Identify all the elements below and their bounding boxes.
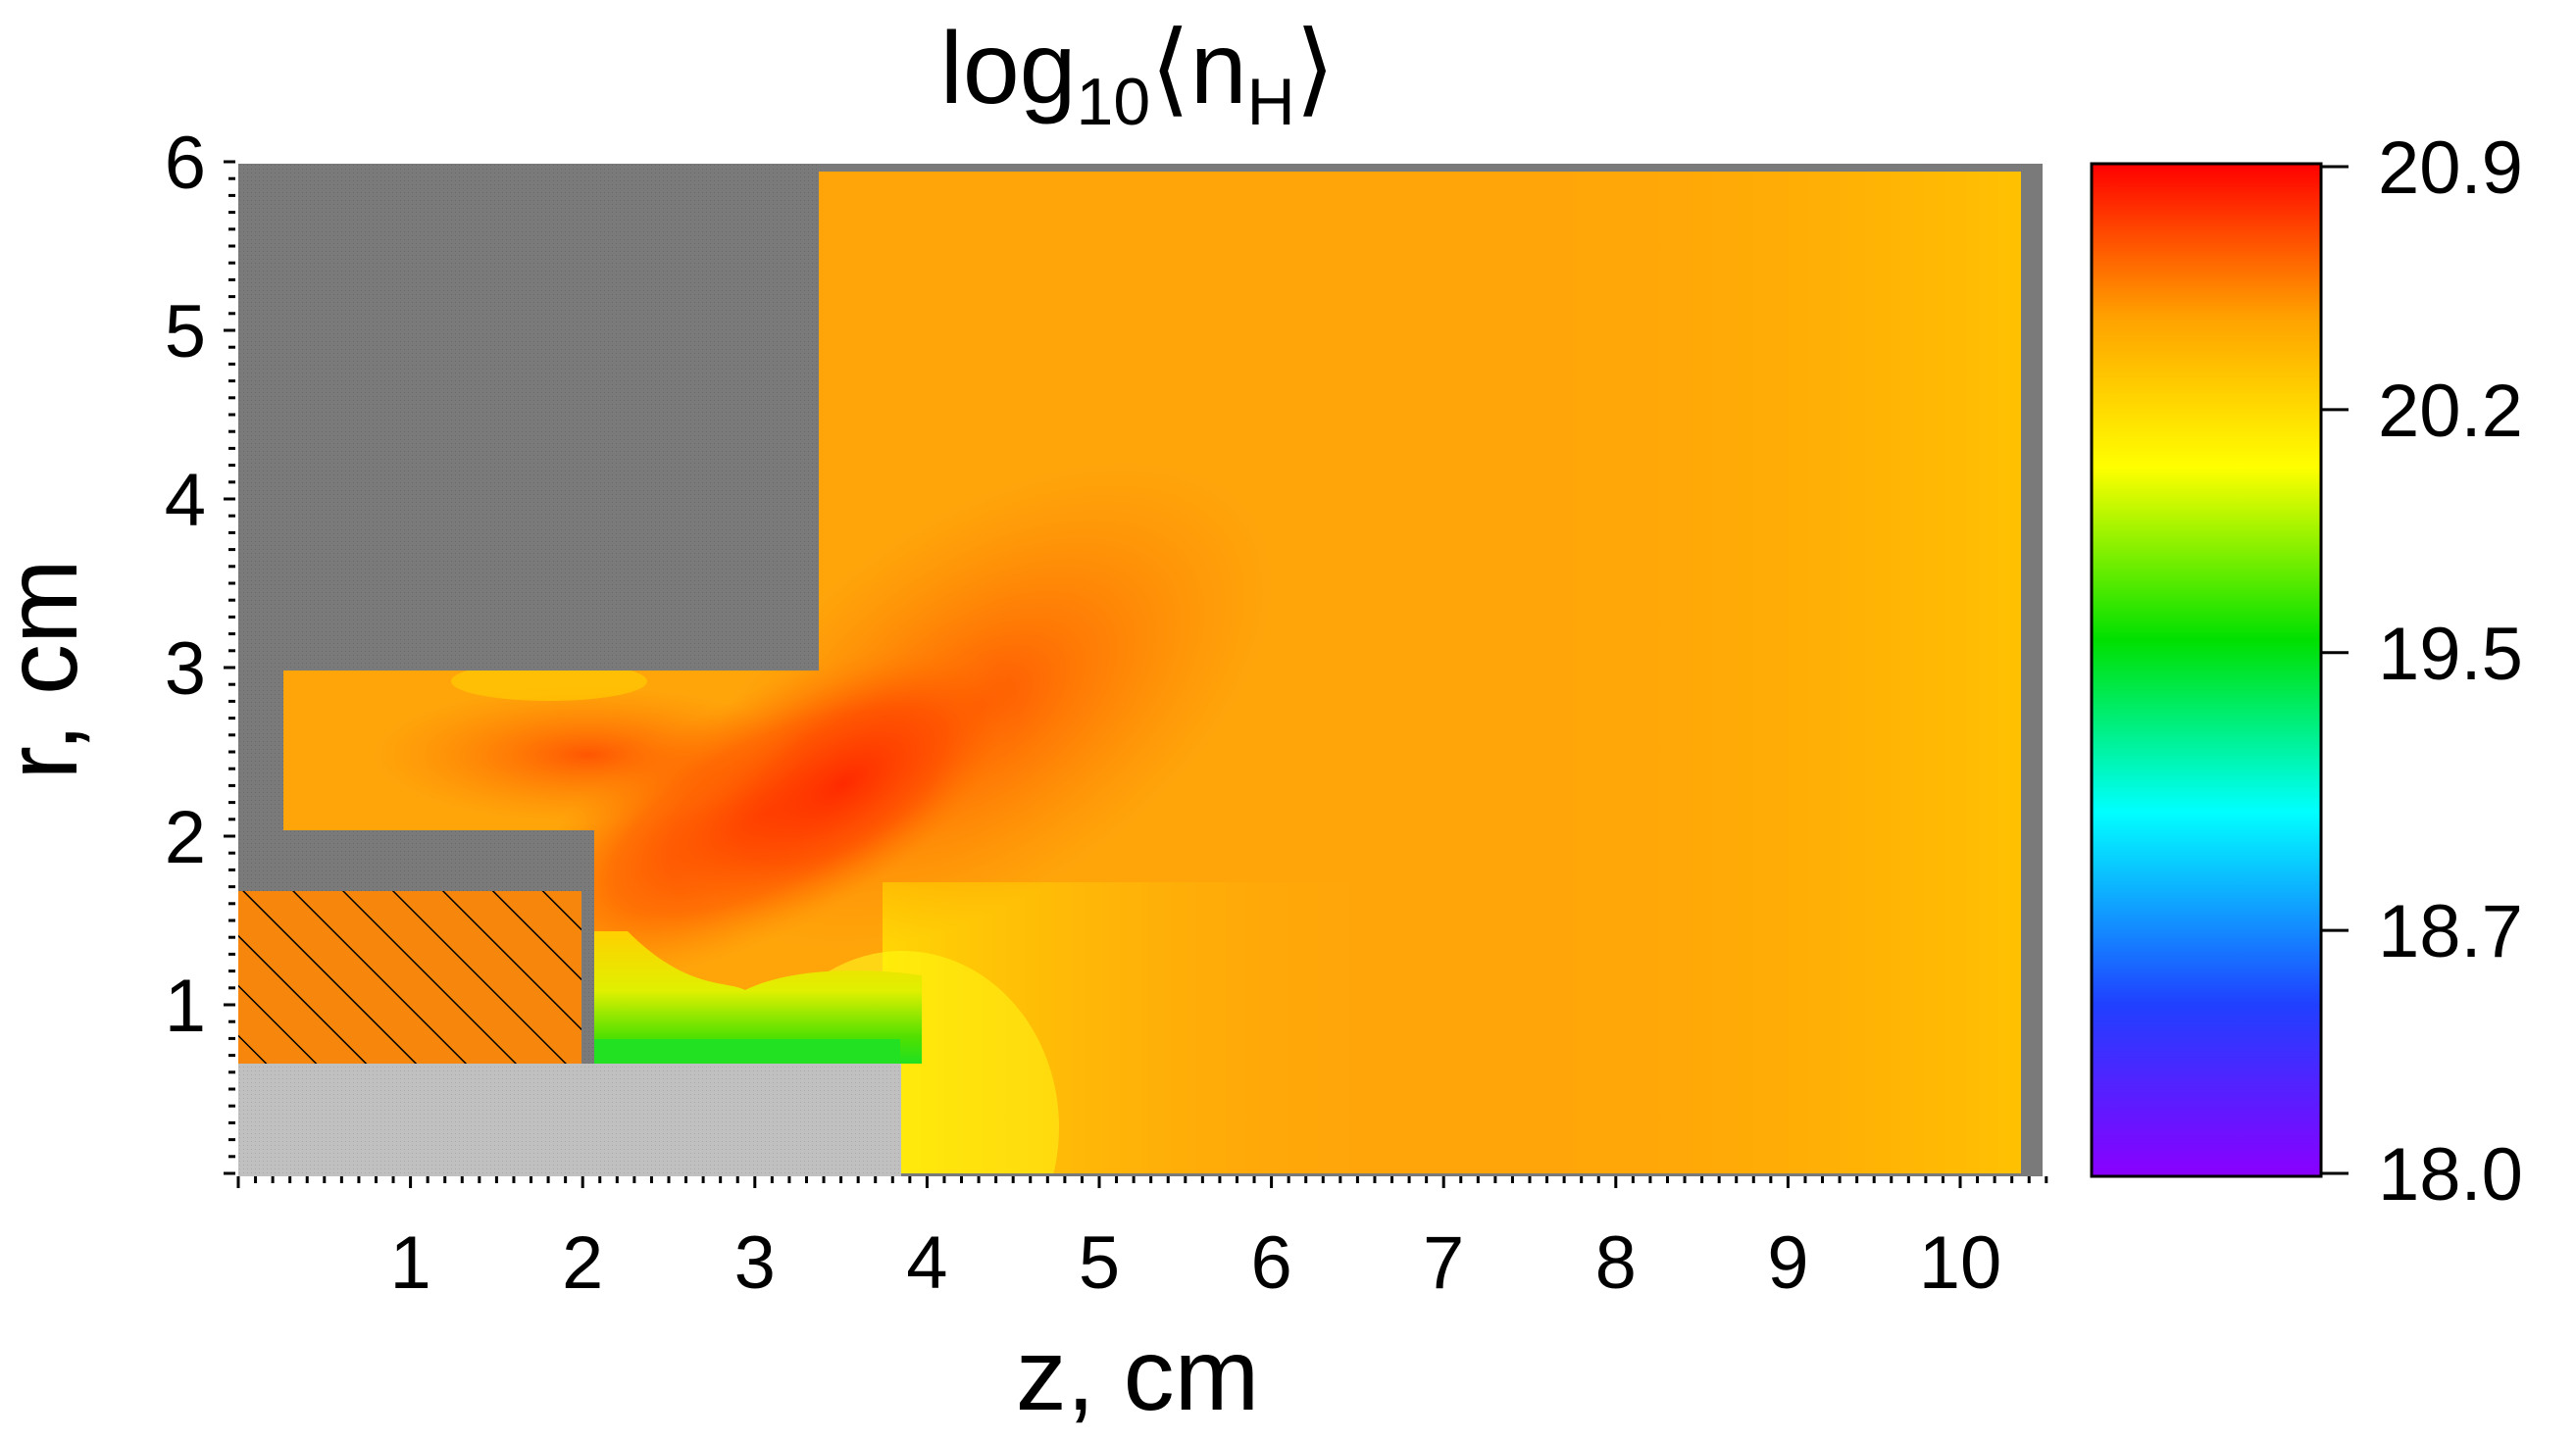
colorbar-ticks: 18.0 18.7 19.5 20.2 20.9 bbox=[2321, 126, 2523, 1217]
colorbar-tick-label: 18.7 bbox=[2378, 890, 2523, 973]
x-tick-label: 7 bbox=[1423, 1221, 1464, 1305]
chart-title: log10⟨nH⟩ bbox=[940, 12, 1336, 139]
colorbar-tick-label: 20.2 bbox=[2378, 370, 2523, 453]
x-axis-label: z, cm bbox=[1016, 1318, 1259, 1432]
colorbar bbox=[2090, 162, 2323, 1178]
solid-regions bbox=[238, 164, 2043, 1176]
x-tick-label: 6 bbox=[1250, 1221, 1291, 1305]
y-axis-label: r, cm bbox=[0, 559, 99, 779]
y-tick-label: 2 bbox=[165, 796, 206, 879]
x-tick-label: 2 bbox=[562, 1221, 603, 1305]
y-tick-label: 4 bbox=[165, 459, 206, 542]
minor-ticks bbox=[224, 160, 2048, 1188]
x-tick-label: 5 bbox=[1079, 1221, 1120, 1305]
y-tick-label: 1 bbox=[165, 965, 206, 1048]
x-tick-label: 3 bbox=[734, 1221, 776, 1305]
colorbar-tick-label: 18.0 bbox=[2378, 1133, 2523, 1217]
y-tick-label: 5 bbox=[165, 290, 206, 373]
x-tick-labels: 1 2 3 4 5 6 7 8 9 10 bbox=[389, 1221, 2001, 1305]
colorbar-tick-label: 20.9 bbox=[2378, 126, 2523, 210]
colorbar-tick-label: 19.5 bbox=[2378, 613, 2523, 696]
y-tick-label: 3 bbox=[165, 627, 206, 711]
x-tick-label: 8 bbox=[1595, 1221, 1637, 1305]
x-tick-label: 4 bbox=[906, 1221, 947, 1305]
x-tick-label: 1 bbox=[389, 1221, 430, 1305]
y-tick-label: 6 bbox=[165, 122, 206, 205]
y-tick-labels: 1 2 3 4 5 6 bbox=[165, 122, 206, 1048]
hatched-insert bbox=[238, 891, 581, 1064]
x-tick-label: 10 bbox=[1919, 1221, 2002, 1305]
x-tick-label: 9 bbox=[1767, 1221, 1808, 1305]
